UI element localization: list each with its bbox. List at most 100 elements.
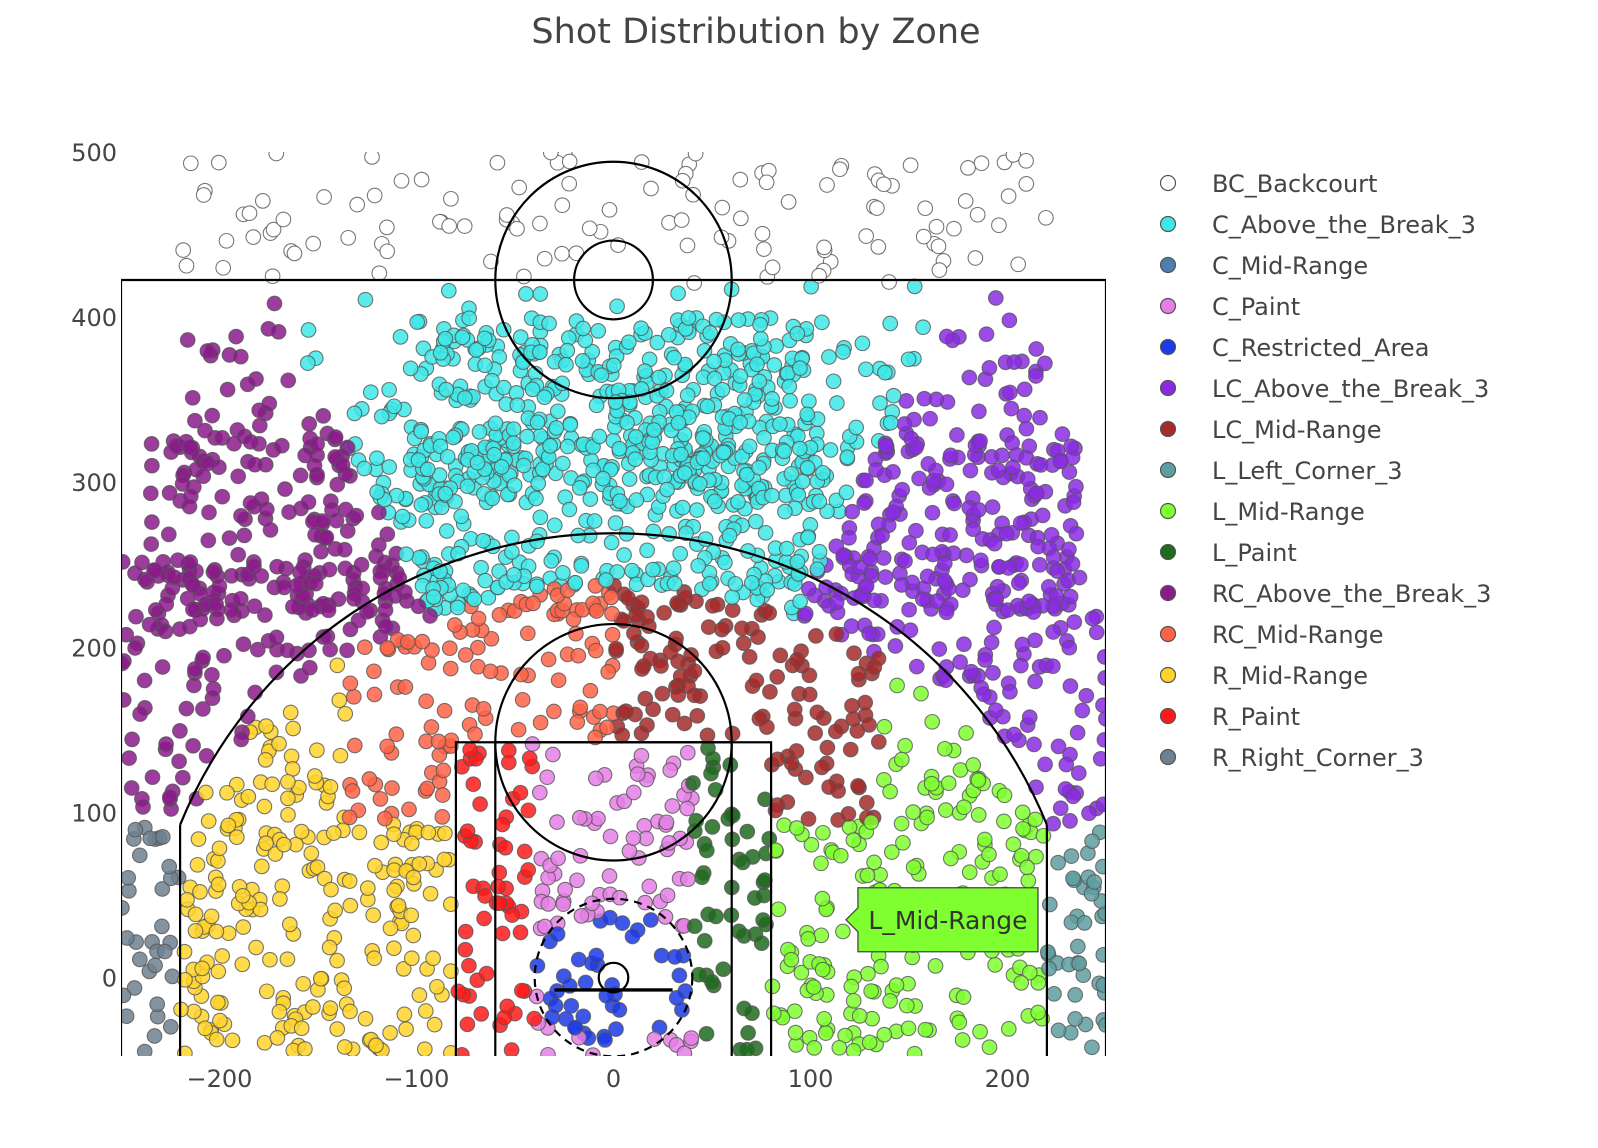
shot-point [518, 286, 534, 302]
legend-item[interactable]: L_Left_Corner_3 [1159, 457, 1403, 485]
legend-item[interactable]: LC_Above_the_Break_3 [1159, 375, 1490, 403]
shot-point [1021, 709, 1038, 726]
shot-point [174, 769, 191, 786]
shot-point [253, 568, 270, 584]
shot-point [887, 638, 904, 654]
shot-point [940, 775, 957, 792]
shot-point [419, 780, 436, 797]
shot-point [676, 465, 693, 481]
shot-point [337, 560, 354, 577]
shot-point [661, 526, 677, 542]
shot-point [403, 835, 420, 852]
legend-item[interactable]: R_Paint [1159, 703, 1301, 731]
shot-point [536, 250, 553, 267]
shot-point [529, 578, 545, 595]
legend-item[interactable]: R_Right_Corner_3 [1159, 744, 1424, 772]
shot-point [770, 901, 787, 918]
shot-point [809, 561, 826, 578]
shot-point [1084, 1039, 1100, 1056]
legend-item[interactable]: C_Above_the_Break_3 [1159, 211, 1476, 239]
legend-item[interactable]: C_Mid-Range [1159, 252, 1369, 280]
shot-point [210, 876, 227, 893]
shot-point [685, 186, 701, 203]
shot-point [519, 428, 535, 445]
shot-point [336, 541, 353, 558]
legend-item[interactable]: BC_Backcourt [1159, 170, 1378, 198]
shot-point [753, 935, 770, 952]
shot-point [626, 625, 642, 642]
shot-point [515, 457, 532, 474]
shot-point [690, 557, 707, 574]
shot-point [530, 475, 547, 492]
shot-point [1068, 478, 1084, 495]
shot-point [269, 1030, 286, 1046]
shot-point [956, 799, 972, 816]
shot-point [660, 326, 677, 343]
shot-point [772, 647, 789, 664]
legend-item[interactable]: RC_Above_the_Break_3 [1159, 580, 1492, 608]
shot-point [1061, 541, 1077, 558]
legend-item[interactable]: C_Restricted_Area [1159, 334, 1430, 362]
shot-point [195, 468, 212, 485]
legend-item[interactable]: RC_Mid-Range [1159, 621, 1384, 649]
shot-point [235, 919, 252, 935]
shot-point [1005, 459, 1021, 476]
legend-marker [1159, 215, 1177, 233]
shot-point [509, 220, 525, 237]
shot-point [373, 834, 390, 851]
shot-point [803, 836, 820, 853]
shot-point [756, 872, 773, 888]
shot-point [927, 958, 944, 974]
shot-point [605, 357, 622, 374]
shot-point [994, 447, 1010, 464]
shot-point [897, 737, 913, 754]
shot-point [300, 494, 317, 510]
shot-point [443, 190, 459, 207]
shot-point [704, 597, 721, 614]
shot-point [224, 1032, 241, 1049]
shot-point [686, 663, 703, 679]
shot-point [469, 454, 486, 471]
shot-point [221, 530, 238, 546]
shot-point [384, 780, 400, 796]
shot-point [121, 750, 137, 766]
shot-point [318, 529, 335, 546]
shot-point [157, 623, 174, 640]
legend-item[interactable]: C_Paint [1159, 293, 1301, 321]
shot-point [405, 869, 422, 886]
legend-item[interactable]: L_Paint [1159, 539, 1297, 567]
shot-point [893, 751, 910, 768]
shot-point [219, 784, 235, 801]
shot-point [328, 512, 345, 529]
legend-item[interactable]: LC_Mid-Range [1159, 416, 1382, 444]
shot-point [362, 384, 379, 401]
legend-label: R_Mid-Range [1212, 662, 1368, 690]
shot-point [461, 957, 477, 974]
shot-point [305, 999, 321, 1015]
shot-point [247, 456, 263, 473]
shot-point [800, 931, 817, 947]
shot-point [131, 951, 148, 968]
shot-point [1088, 624, 1105, 641]
shot-point [986, 535, 1003, 552]
shot-point [450, 545, 466, 562]
shot-point [592, 703, 608, 720]
shot-point [620, 334, 637, 351]
shot-point [843, 618, 860, 634]
shot-point [984, 499, 1001, 515]
shot-point [616, 793, 633, 810]
shot-point [590, 810, 606, 827]
shot-point [281, 504, 297, 520]
shot-point [972, 433, 988, 449]
shot-point [379, 243, 396, 260]
axes: −200 −100 0 100 200 0 100 200 300 400 500 [71, 139, 1030, 1093]
shot-point [1030, 1004, 1046, 1021]
shot-point [431, 747, 448, 763]
shot-point [154, 881, 171, 897]
legend-item[interactable]: L_Mid-Range [1159, 498, 1365, 526]
shot-point [633, 320, 649, 337]
shot-point [881, 274, 897, 290]
shot-point [607, 515, 624, 531]
shot-point [327, 429, 344, 445]
legend-item[interactable]: R_Mid-Range [1159, 662, 1369, 690]
